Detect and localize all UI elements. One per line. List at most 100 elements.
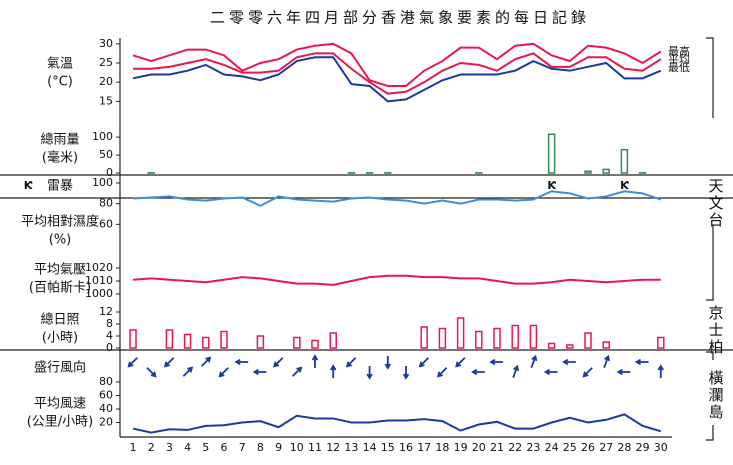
panel-label: (%) <box>49 233 72 248</box>
wind-arrow <box>616 368 631 376</box>
x-tick-label: 12 <box>326 441 340 454</box>
bar <box>311 339 319 349</box>
bar <box>183 333 192 349</box>
x-tick-label: 6 <box>221 441 228 454</box>
y-tick-label: 12 <box>99 305 113 318</box>
bar <box>602 341 610 349</box>
y-tick-label: 60 <box>99 389 113 402</box>
panel-label: 氣溫 <box>47 57 73 72</box>
x-tick-label: 5 <box>202 441 209 454</box>
y-tick-label: 60 <box>99 217 113 230</box>
panel-label: 平均相對濕度 <box>21 214 99 230</box>
x-tick-label: 28 <box>617 441 631 454</box>
bar <box>584 170 592 174</box>
x-tick-label: 18 <box>435 441 449 454</box>
bar <box>202 336 210 349</box>
y-tick-label: 30 <box>99 37 113 50</box>
wind-arrow <box>273 357 284 368</box>
y-tick-label: 40 <box>99 402 113 415</box>
station-label: 京士柏 <box>708 304 723 356</box>
x-tick-label: 27 <box>599 441 613 454</box>
panel-label: (小時) <box>42 331 78 346</box>
x-tick-label: 1 <box>130 441 137 454</box>
bar <box>220 330 228 349</box>
bar <box>511 324 519 349</box>
y-tick-label: 50 <box>99 148 113 161</box>
wind-arrow <box>455 357 466 368</box>
bar <box>566 344 574 349</box>
y-tick-label: 0 <box>106 341 113 354</box>
bar <box>420 326 428 349</box>
panel-label: 平均氣壓 <box>34 263 86 278</box>
y-tick-label: 0 <box>106 166 113 179</box>
panel-label: 總雨量 <box>40 132 79 148</box>
panel-label: (公里/小時) <box>27 415 94 430</box>
thunder-mark: Ƙ <box>620 179 629 192</box>
series-line <box>132 274 661 286</box>
x-tick-label: 15 <box>381 441 395 454</box>
series-line <box>133 52 662 95</box>
x-tick-label: 9 <box>275 441 282 454</box>
bar <box>602 168 610 174</box>
x-tick-label: 10 <box>290 441 304 454</box>
wind-arrow <box>489 358 503 366</box>
bracket <box>706 351 714 360</box>
bracket <box>706 225 714 301</box>
y-tick-label: 1000 <box>85 287 113 300</box>
wind-arrow <box>163 357 175 368</box>
x-tick-label: 20 <box>472 441 486 454</box>
x-tick-label: 26 <box>581 441 595 454</box>
legend-entry: 最高 <box>668 44 690 58</box>
chart-title: 二零零六年四月部分香港氣象要素的每日記錄 <box>210 9 590 27</box>
x-tick-label: 21 <box>490 441 504 454</box>
y-tick-label: 80 <box>99 197 113 210</box>
series-line <box>132 42 662 87</box>
wind-arrow <box>582 367 593 378</box>
station-label: 橫瀾島 <box>708 369 723 421</box>
x-tick-label: 8 <box>257 441 264 454</box>
x-tick-label: 14 <box>363 441 377 454</box>
bar <box>456 317 465 349</box>
wind-arrow <box>512 364 520 378</box>
bar <box>584 332 592 349</box>
y-tick-label: 1010 <box>85 274 113 287</box>
series-line <box>132 56 662 103</box>
x-tick-label: 4 <box>184 441 191 454</box>
y-tick-label: 20 <box>99 416 113 429</box>
y-tick-label: 100 <box>92 130 113 143</box>
bracket <box>706 37 714 118</box>
panel-label: 平均風速 <box>34 397 86 412</box>
x-tick-label: 22 <box>508 441 522 454</box>
y-tick-label: 1020 <box>85 261 113 274</box>
x-tick-label: 30 <box>654 441 668 454</box>
x-tick-label: 2 <box>148 441 155 454</box>
wind-arrow <box>252 368 267 376</box>
wind-arrow <box>366 366 373 380</box>
bar <box>547 342 556 349</box>
thunder-mark: Ƙ <box>547 179 556 192</box>
bar <box>438 327 447 349</box>
x-tick-label: 3 <box>166 441 173 454</box>
bar <box>475 330 483 349</box>
x-tick-label: 13 <box>344 441 358 454</box>
wind-arrow <box>291 366 303 377</box>
legend-entry: 平均 <box>668 53 690 66</box>
bar <box>529 324 538 349</box>
wind-arrow <box>234 358 249 366</box>
x-tick-label: 19 <box>454 441 468 454</box>
wind-arrow <box>345 357 357 368</box>
bar <box>129 329 137 349</box>
bar <box>620 148 629 174</box>
y-tick-label: 100 <box>92 176 113 189</box>
y-tick-label: 15 <box>99 94 113 107</box>
panel-label: (°C) <box>47 75 73 90</box>
wind-arrow <box>657 364 664 378</box>
bar <box>165 329 174 349</box>
panel-label: (百帕斯卡) <box>29 281 91 296</box>
wind-arrow <box>200 356 212 367</box>
thunder-legend-symbol: Ƙ <box>24 179 33 192</box>
bar <box>547 133 556 174</box>
x-tick-label: 29 <box>636 441 650 454</box>
bar <box>329 332 337 349</box>
series-line <box>132 190 662 207</box>
